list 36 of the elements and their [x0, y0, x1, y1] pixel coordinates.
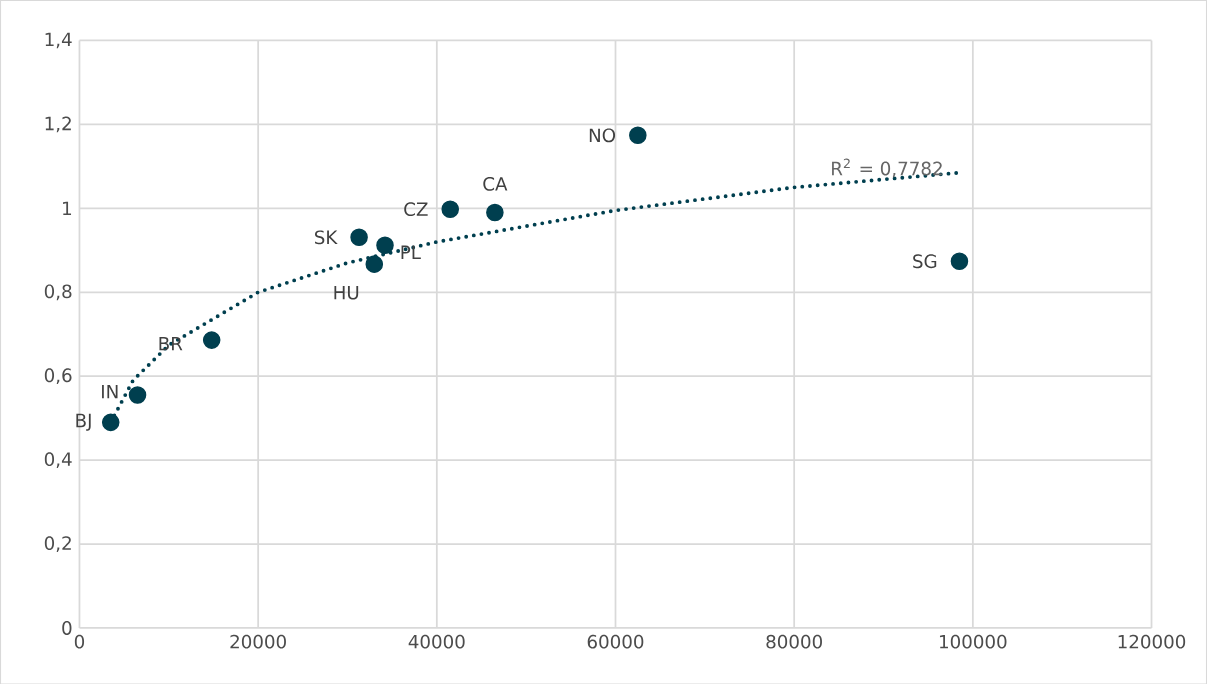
- x-tick-label: 20000: [230, 634, 286, 649]
- point: [376, 236, 394, 254]
- point: [101, 413, 120, 431]
- annotation: CA: [483, 176, 508, 191]
- point: [486, 203, 504, 222]
- x-tick-label: 0: [74, 634, 85, 649]
- y-tick-label: 1,4: [45, 32, 72, 49]
- y-tick-label: 1,2: [45, 116, 71, 133]
- point: [365, 255, 384, 273]
- annotation: R$^{2}$ = 0,7782: [832, 158, 942, 178]
- x-tick-label: 80000: [766, 634, 822, 649]
- annotation: CZ: [404, 202, 428, 216]
- point: [202, 331, 221, 349]
- annotation: BR: [159, 336, 183, 351]
- point: [128, 386, 147, 404]
- y-tick-label: 1: [63, 201, 72, 215]
- annotation: BJ: [76, 413, 91, 431]
- point: [950, 252, 969, 270]
- annotation: SK: [314, 230, 338, 244]
- y-tick-label: 0,2: [44, 536, 71, 552]
- annotation: SG: [913, 254, 937, 268]
- x-tick-label: 120000: [1118, 634, 1186, 649]
- y-tick-label: 0,6: [44, 368, 72, 384]
- x-tick-label: 100000: [939, 634, 1007, 649]
- annotation: HU: [334, 285, 359, 300]
- y-tick-label: 0: [62, 620, 72, 635]
- annotation: NO: [589, 128, 616, 143]
- point: [350, 228, 368, 246]
- y-tick-label: 0,4: [44, 452, 72, 468]
- x-tick-label: 40000: [408, 634, 465, 649]
- point: [629, 126, 647, 144]
- annotation: IN: [102, 384, 118, 398]
- annotation: PL: [401, 245, 421, 259]
- point: [441, 200, 459, 218]
- y-tick-label: 0,8: [44, 284, 72, 300]
- x-tick-label: 60000: [587, 634, 644, 649]
